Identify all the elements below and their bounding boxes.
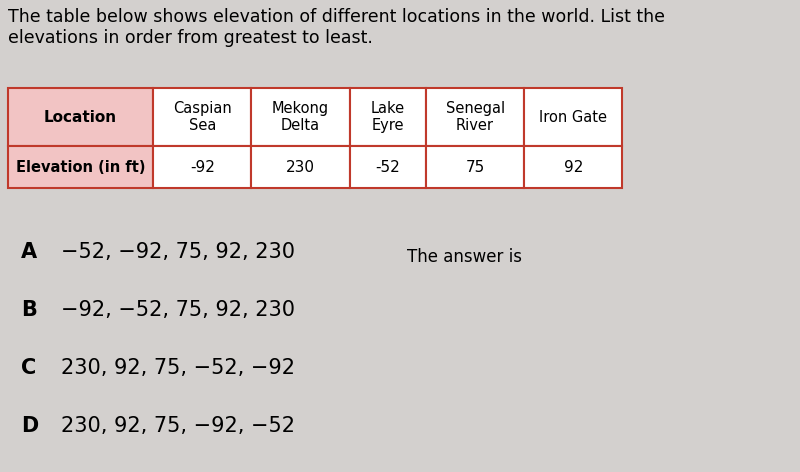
Text: D: D	[21, 416, 38, 436]
Bar	[251, 146, 350, 188]
Text: B: B	[21, 300, 37, 320]
Bar	[153, 146, 251, 188]
Text: Mekong
Delta: Mekong Delta	[272, 101, 329, 133]
Text: 75: 75	[466, 160, 485, 175]
Text: The answer is: The answer is	[406, 248, 522, 266]
Text: Senegal
River: Senegal River	[446, 101, 505, 133]
Bar	[7, 146, 153, 188]
Text: The table below shows elevation of different locations in the world. List the
el: The table below shows elevation of diffe…	[7, 8, 665, 47]
Bar	[350, 146, 426, 188]
Text: 92: 92	[564, 160, 583, 175]
Bar	[7, 88, 153, 146]
Text: Iron Gate: Iron Gate	[539, 110, 607, 125]
Text: Elevation (in ft): Elevation (in ft)	[15, 160, 145, 175]
Text: Location: Location	[44, 110, 117, 125]
Bar	[153, 88, 251, 146]
Bar	[426, 146, 524, 188]
Text: 230, 92, 75, −92, −52: 230, 92, 75, −92, −52	[62, 416, 295, 436]
Text: A: A	[21, 242, 37, 262]
Bar	[426, 88, 524, 146]
Text: -92: -92	[190, 160, 214, 175]
Bar	[524, 88, 622, 146]
Text: −92, −52, 75, 92, 230: −92, −52, 75, 92, 230	[62, 300, 295, 320]
Text: C: C	[21, 358, 36, 378]
Text: −52, −92, 75, 92, 230: −52, −92, 75, 92, 230	[62, 242, 295, 262]
Text: 230: 230	[286, 160, 315, 175]
Text: Lake
Eyre: Lake Eyre	[370, 101, 405, 133]
Bar	[251, 88, 350, 146]
Text: Caspian
Sea: Caspian Sea	[173, 101, 232, 133]
Text: -52: -52	[375, 160, 400, 175]
Bar	[524, 146, 622, 188]
Text: 230, 92, 75, −52, −92: 230, 92, 75, −52, −92	[62, 358, 295, 378]
Bar	[350, 88, 426, 146]
